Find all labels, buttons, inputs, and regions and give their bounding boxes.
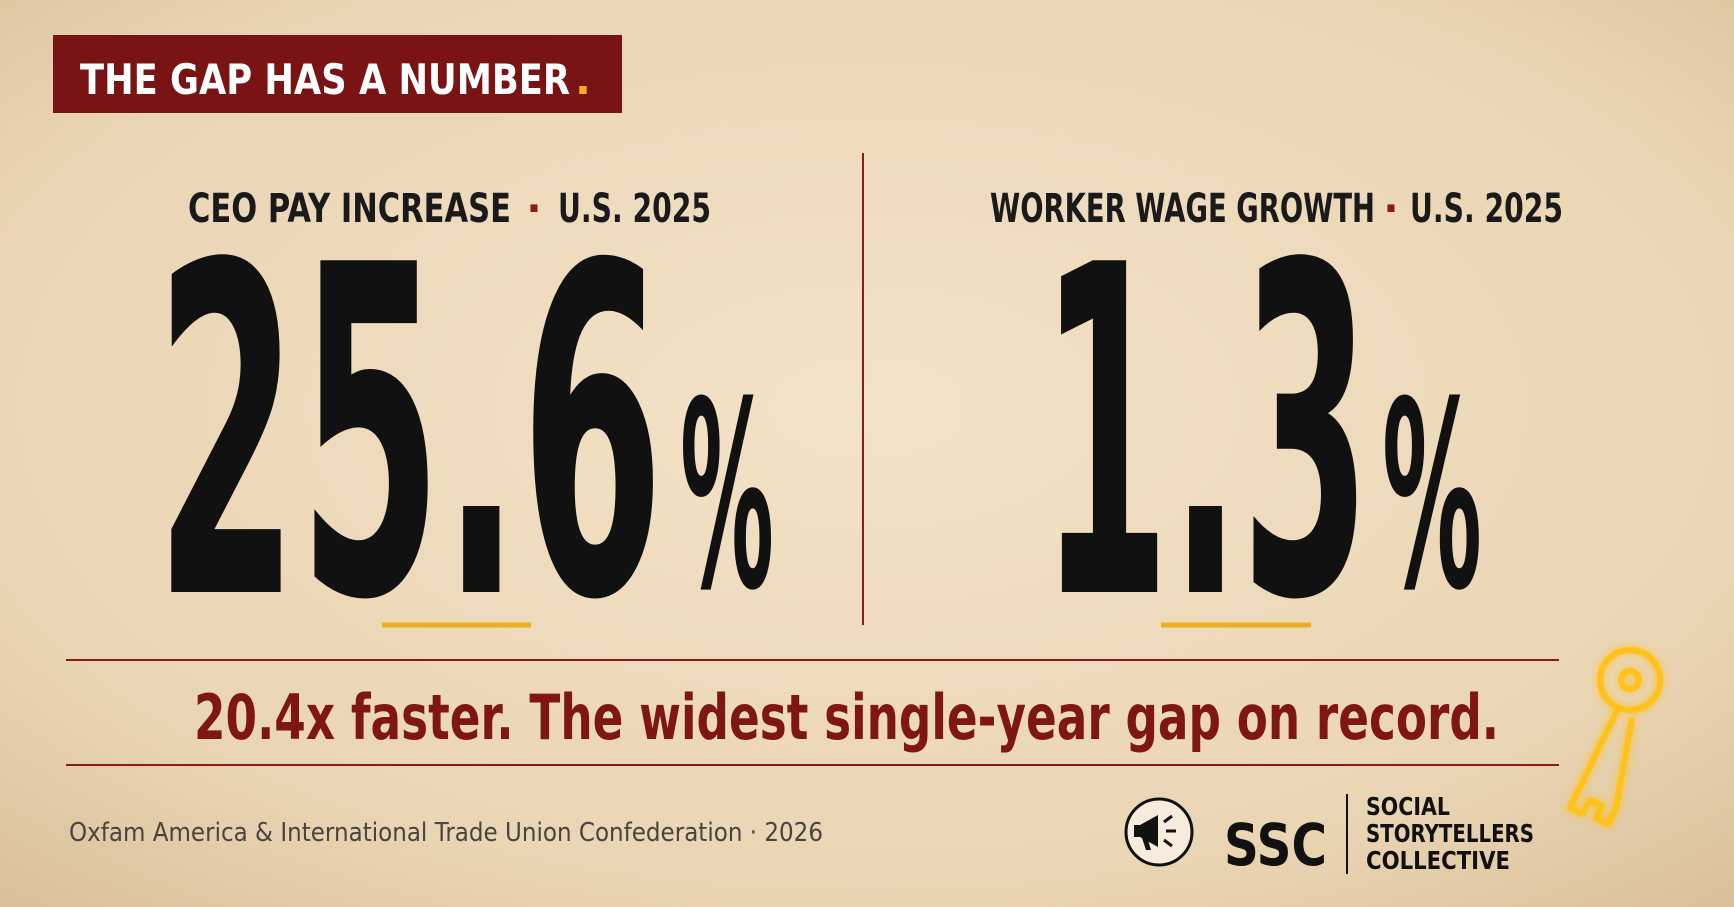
stat-scope: U.S. 2025 (558, 186, 711, 232)
title: THE GAP HAS A NUMBER (80, 55, 570, 104)
stat-label: CEO PAY INCREASE (188, 186, 511, 232)
stat-separator: · (1383, 186, 1398, 232)
stat-label: WORKER WAGE GROWTH (990, 186, 1375, 232)
logo-name: SOCIAL (1366, 792, 1450, 821)
logo-name: STORYTELLERS (1366, 819, 1534, 848)
conclusion: 20.4x faster. The widest single-year gap… (194, 681, 1499, 754)
logo-icon (1124, 797, 1194, 867)
logo-name: COLLECTIVE (1366, 846, 1510, 875)
title-mark: . (575, 55, 591, 104)
stat-unit: % (1382, 347, 1482, 647)
stat-separator: · (526, 186, 541, 232)
source: Oxfam America & International Trade Unio… (69, 818, 823, 848)
title-banner (53, 35, 622, 113)
logo-abbr: SSC (1224, 811, 1327, 879)
stat-unit: % (680, 347, 774, 647)
stat-value: 1.3 (1040, 171, 1371, 700)
stat-scope: U.S. 2025 (1410, 186, 1563, 232)
stat-value: 25.6 (155, 171, 664, 700)
key-icon (1567, 647, 1663, 827)
